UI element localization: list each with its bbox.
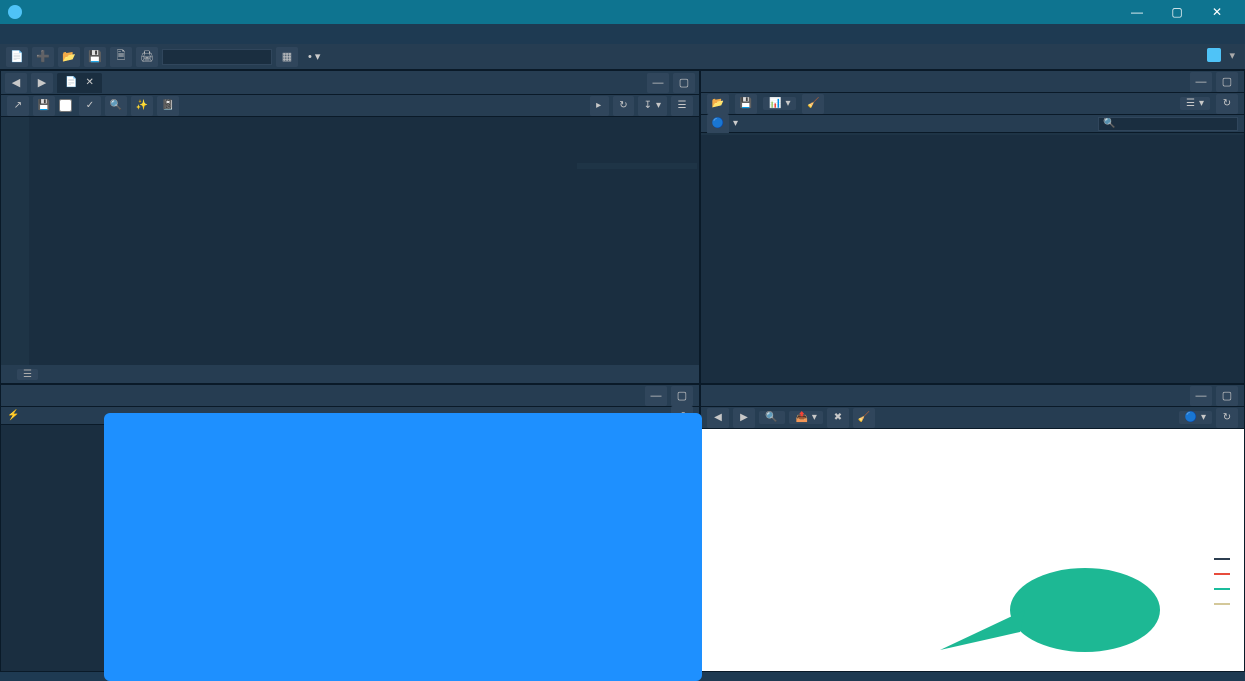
- env-search-input[interactable]: [1098, 117, 1238, 131]
- maximize-pane-icon[interactable]: ▢: [673, 73, 695, 93]
- plot-min-icon[interactable]: —: [1190, 386, 1212, 406]
- env-min-icon[interactable]: —: [1190, 72, 1212, 92]
- export-button[interactable]: 📤 ▾: [789, 411, 822, 424]
- refresh-env-icon[interactable]: ↻: [1216, 94, 1238, 114]
- scope-selector[interactable]: ▾: [733, 118, 738, 129]
- source-editor-pane: ◀ ▶ 📄 ✕ — ▢ ↗ 💾 ✓ 🔍 ✨ 📓 ▸ ↻ ↧ ▾ ☰ ☰: [0, 70, 700, 384]
- publish-button[interactable]: 🔵 ▾: [1179, 411, 1212, 424]
- refresh-plot-icon[interactable]: ↻: [1216, 408, 1238, 428]
- plot-max-icon[interactable]: ▢: [1216, 386, 1238, 406]
- spellcheck-icon[interactable]: ✓: [79, 96, 101, 116]
- rerun-button[interactable]: ↻: [613, 96, 633, 116]
- print-button[interactable]: 🖨: [136, 47, 158, 67]
- annotation-green-callout: [935, 562, 1165, 675]
- save-button[interactable]: 💾: [84, 47, 106, 67]
- new-project-button[interactable]: ➕: [32, 47, 54, 67]
- r-scope-icon[interactable]: 🔵: [707, 114, 729, 134]
- source-fwd-button[interactable]: ▶: [31, 73, 53, 93]
- popout-icon[interactable]: ↗: [7, 96, 29, 116]
- open-file-button[interactable]: 📂: [58, 47, 80, 67]
- clear-plots-icon[interactable]: 🧹: [853, 408, 875, 428]
- outline-toggle-icon[interactable]: ☰: [671, 96, 693, 116]
- addins-menu[interactable]: • ▾: [302, 50, 326, 63]
- grid-button[interactable]: ▦: [276, 47, 298, 67]
- rstudio-icon: [8, 5, 22, 19]
- save-all-button[interactable]: 🗎: [110, 47, 132, 67]
- save-ws-icon[interactable]: 💾: [735, 94, 757, 114]
- code-editor[interactable]: [1, 117, 699, 365]
- run-button[interactable]: ▸: [590, 96, 609, 116]
- env-view-mode[interactable]: ☰ ▾: [1180, 97, 1210, 110]
- env-section-data: [701, 133, 1244, 135]
- wand-icon[interactable]: ✨: [131, 96, 153, 116]
- find-icon[interactable]: 🔍: [105, 96, 127, 116]
- chart-legend: [1214, 549, 1234, 611]
- project-menu[interactable]: ▾: [1207, 48, 1235, 62]
- annotation-blue-callout: [104, 413, 702, 681]
- plot-prev-icon[interactable]: ◀: [707, 408, 729, 428]
- document-outline[interactable]: [577, 163, 697, 169]
- minimize-button[interactable]: —: [1117, 0, 1157, 24]
- main-toolbar: 📄 ➕ 📂💾 🗎 🖨 ▦ • ▾: [0, 44, 1245, 70]
- new-file-button[interactable]: 📄: [6, 47, 28, 67]
- compile-icon[interactable]: 📓: [157, 96, 179, 116]
- menubar: [0, 24, 1245, 44]
- maximize-button[interactable]: ▢: [1157, 0, 1197, 24]
- zoom-button[interactable]: 🔍: [759, 411, 785, 424]
- env-max-icon[interactable]: ▢: [1216, 72, 1238, 92]
- section-nav[interactable]: ☰: [17, 369, 38, 380]
- environment-pane: —▢ 📂 💾 📊 ▾ 🧹 ☰ ▾ ↻ 🔵 ▾: [700, 70, 1245, 384]
- source-on-save-checkbox[interactable]: [59, 99, 72, 112]
- r-project-icon: [1207, 48, 1221, 62]
- save-file-icon[interactable]: 💾: [33, 96, 55, 116]
- source-button[interactable]: ↧ ▾: [638, 96, 667, 116]
- goto-file-input[interactable]: [162, 49, 272, 65]
- minimize-pane-icon[interactable]: —: [647, 73, 669, 93]
- plot-next-icon[interactable]: ▶: [733, 408, 755, 428]
- con-min-icon[interactable]: —: [645, 386, 667, 406]
- con-max-icon[interactable]: ▢: [671, 386, 693, 406]
- import-dataset-button[interactable]: 📊 ▾: [763, 97, 796, 110]
- load-ws-icon[interactable]: 📂: [707, 94, 729, 114]
- clear-ws-icon[interactable]: 🧹: [802, 94, 824, 114]
- source-back-button[interactable]: ◀: [5, 73, 27, 93]
- file-tab[interactable]: 📄 ✕: [57, 73, 102, 93]
- remove-plot-icon[interactable]: ✖: [827, 408, 849, 428]
- close-button[interactable]: ✕: [1197, 0, 1237, 24]
- titlebar: — ▢ ✕: [0, 0, 1245, 24]
